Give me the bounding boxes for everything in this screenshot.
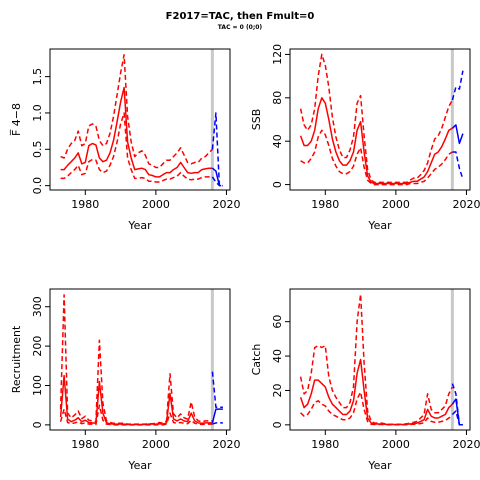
recruitment-x-tick-label: 2020 bbox=[212, 438, 240, 451]
recruitment-y-tick-label: 100 bbox=[31, 375, 44, 396]
ssb-plot-frame bbox=[289, 48, 471, 191]
recruitment-historic-lower-line bbox=[59, 404, 213, 426]
recruitment-panel: 1980 2000 2020 0 100 200 300 Year Recruitment bbox=[10, 288, 240, 472]
ssb-y-axis-label: SSB bbox=[250, 109, 263, 131]
ssb-y-tick-label: 80 bbox=[271, 91, 284, 105]
recruitment-historic-upper-line bbox=[59, 294, 213, 425]
fbar-y-tick-label: 1.5 bbox=[31, 68, 44, 86]
fbar-historic-upper-line bbox=[60, 54, 213, 169]
catch-y-tick-label: 40 bbox=[271, 349, 284, 363]
recruitment-y-tick-label: 300 bbox=[31, 296, 44, 317]
fbar-x-tick-label: 2020 bbox=[212, 198, 240, 211]
fbar-historic-median-line bbox=[60, 86, 213, 178]
ssb-y-tick-label: 120 bbox=[271, 44, 284, 65]
ssb-y-tick-label: 0 bbox=[271, 181, 284, 188]
ssb-x-axis-label: Year bbox=[367, 219, 392, 232]
recruitment-forecast-lower-line bbox=[212, 422, 223, 425]
recruitment-x-axis-label: Year bbox=[127, 459, 152, 472]
ssb-x-tick-label: 1980 bbox=[311, 198, 339, 211]
catch-x-tick-label: 2020 bbox=[452, 438, 480, 451]
recruitment-plot-frame bbox=[49, 288, 231, 431]
ssb-forecast-lower-line bbox=[452, 151, 464, 180]
catch-x-tick-label: 1980 bbox=[311, 438, 339, 451]
recruitment-forecast-upper-line bbox=[211, 371, 223, 408]
recruitment-y-axis-label: Recruitment bbox=[10, 325, 23, 393]
catch-historic-lower-line bbox=[300, 391, 453, 426]
catch-historic-upper-line bbox=[299, 293, 454, 425]
catch-plot-frame bbox=[289, 288, 471, 431]
ssb-x-tick-label: 2020 bbox=[452, 198, 480, 211]
fbar-forecast-lower-line bbox=[211, 176, 223, 187]
recruitment-x-tick-label: 1980 bbox=[71, 438, 99, 451]
ssb-forecast-upper-line bbox=[451, 70, 464, 101]
catch-panel: 1980 2000 2020 0 20 40 60 Year Catch bbox=[250, 288, 480, 472]
ssb-panel: 1980 2000 2020 0 40 80 120 Year SSB bbox=[250, 44, 480, 232]
recruitment-forecast-median-line bbox=[211, 408, 223, 424]
catch-y-tick-label: 0 bbox=[271, 421, 284, 428]
fbar-y-axis-label: F̅ 4−8 bbox=[10, 103, 23, 136]
fbar-y-tick-label: 0.5 bbox=[31, 141, 44, 159]
catch-x-tick-label: 2000 bbox=[382, 438, 410, 451]
catch-forecast-lower-line bbox=[451, 410, 463, 426]
ssb-historic-median-line bbox=[299, 97, 453, 185]
fbar-historic-lower-line bbox=[60, 112, 213, 183]
fbar-x-tick-label: 2000 bbox=[142, 198, 170, 211]
fbar-plot-frame bbox=[49, 48, 231, 191]
recruitment-y-tick-label: 0 bbox=[31, 421, 44, 428]
fbar-panel: 1980 2000 2020 0.0 0.5 1.0 1.5 Year F̅ 4−8 bbox=[10, 48, 240, 232]
fbar-forecast-upper-line bbox=[211, 112, 223, 187]
ssb-x-tick-label: 2000 bbox=[382, 198, 410, 211]
ssb-y-tick-label: 40 bbox=[271, 134, 284, 148]
recruitment-x-tick-label: 2000 bbox=[142, 438, 170, 451]
figure-title: F2017=TAC, then Fmult=0 bbox=[165, 11, 315, 22]
ssb-historic-upper-line bbox=[299, 53, 454, 184]
ssb-forecast-median-line bbox=[451, 124, 464, 145]
catch-historic-median-line bbox=[299, 358, 453, 426]
catch-y-tick-label: 20 bbox=[271, 383, 284, 397]
fbar-y-tick-label: 0.0 bbox=[31, 177, 44, 195]
catch-x-axis-label: Year bbox=[367, 459, 392, 472]
recruitment-y-tick-label: 200 bbox=[31, 336, 44, 357]
ssb-historic-lower-line bbox=[300, 129, 453, 186]
fbar-x-tick-label: 1980 bbox=[71, 198, 99, 211]
catch-y-tick-label: 60 bbox=[271, 315, 284, 329]
fbar-forecast-median-line bbox=[211, 167, 221, 186]
fbar-x-axis-label: Year bbox=[127, 219, 152, 232]
catch-y-axis-label: Catch bbox=[250, 344, 263, 376]
figure-subtitle: TAC = 0 (0;0) bbox=[217, 24, 263, 31]
fbar-y-tick-label: 1.0 bbox=[31, 104, 44, 122]
